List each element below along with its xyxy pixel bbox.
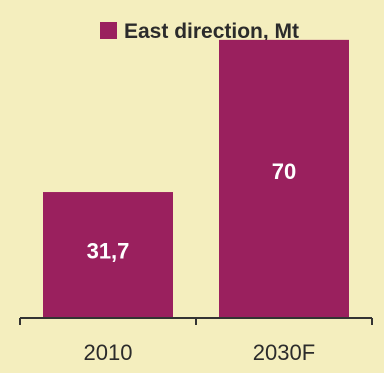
legend: East direction, Mt — [100, 20, 299, 43]
bar-2030F — [219, 39, 349, 318]
bars-group: 31,7 70 — [43, 39, 349, 318]
data-label: 70 — [272, 159, 296, 184]
x-axis: 2010 2030F — [19, 317, 373, 365]
x-tick-label: 2010 — [84, 340, 133, 365]
x-tick-label: 2030F — [253, 340, 315, 365]
bar-2010 — [43, 192, 173, 318]
legend-swatch — [100, 22, 117, 39]
data-label: 31,7 — [87, 238, 130, 263]
legend-label: East direction, Mt — [124, 20, 299, 43]
